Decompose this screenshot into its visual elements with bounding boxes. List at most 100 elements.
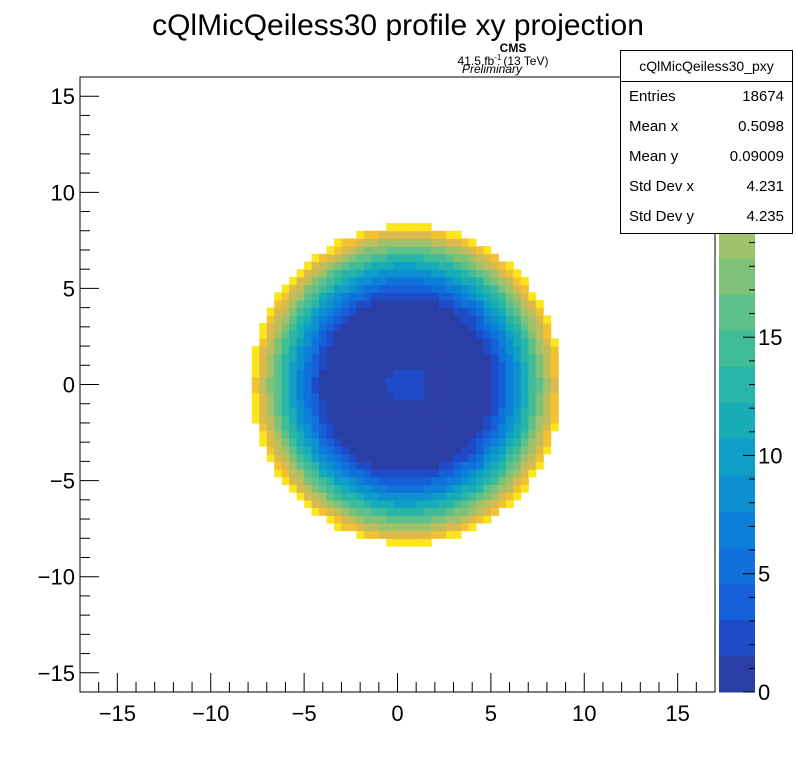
heatmap-cell — [334, 323, 343, 332]
heatmap-cell — [453, 522, 462, 532]
heatmap-cell — [408, 323, 417, 332]
heatmap-cell — [304, 407, 313, 416]
heatmap-cell — [386, 392, 395, 401]
heatmap-cell — [326, 353, 335, 363]
heatmap-cell — [386, 522, 395, 532]
heatmap-cell — [438, 399, 447, 409]
heatmap-cell — [326, 346, 335, 355]
heatmap-cell — [393, 430, 402, 439]
heatmap-cell — [431, 230, 440, 240]
heatmap-cell — [513, 399, 522, 409]
stats-label: Mean x — [629, 118, 679, 135]
heatmap-cell — [423, 330, 432, 339]
heatmap-cell — [461, 507, 470, 516]
heatmap-cell — [386, 499, 395, 509]
heatmap-cell — [326, 461, 335, 470]
heatmap-cell — [408, 392, 417, 401]
heatmap-cell — [378, 269, 387, 278]
heatmap-cell — [356, 353, 365, 363]
heatmap-cell — [378, 476, 387, 486]
heatmap-cell — [289, 461, 298, 470]
heatmap-cell — [378, 315, 387, 324]
heatmap-cell — [490, 299, 499, 309]
heatmap-cell — [408, 292, 417, 301]
heatmap-cell — [453, 246, 462, 255]
heatmap-cell — [446, 292, 455, 301]
heatmap-cell — [438, 330, 447, 339]
heatmap-cell — [423, 392, 432, 401]
heatmap-cell — [438, 230, 447, 240]
heatmap-cell — [490, 261, 499, 270]
heatmap-cell — [513, 299, 522, 309]
heatmap-cell — [371, 530, 380, 539]
palette-swatch — [719, 655, 755, 693]
heatmap-cell — [423, 376, 432, 386]
heatmap-cell — [356, 507, 365, 516]
heatmap-cell — [483, 269, 492, 278]
heatmap-cell — [401, 276, 410, 286]
heatmap-cell — [304, 415, 313, 424]
heatmap-cell — [431, 307, 440, 316]
heatmap-cell — [505, 446, 514, 455]
heatmap-cell — [363, 369, 372, 378]
heatmap-cell — [251, 353, 260, 363]
heatmap-cell — [438, 507, 447, 516]
heatmap-cell — [520, 438, 529, 447]
heatmap-cell — [416, 438, 425, 447]
heatmap-cell — [416, 530, 425, 539]
heatmap-cell — [274, 338, 283, 347]
heatmap-cell — [341, 499, 350, 509]
heatmap-cell — [326, 430, 335, 439]
heatmap-cell — [505, 307, 514, 316]
heatmap-cell — [371, 330, 380, 339]
heatmap-cell — [490, 315, 499, 324]
heatmap-cell — [363, 461, 372, 470]
heatmap-cell — [468, 453, 477, 462]
heatmap-cell — [446, 422, 455, 432]
heatmap-cell — [296, 361, 305, 370]
heatmap-cell — [505, 484, 514, 493]
heatmap-cell — [490, 376, 499, 386]
heatmap-cell — [386, 292, 395, 301]
heatmap-cell — [304, 361, 313, 370]
heatmap-cell — [326, 392, 335, 401]
heatmap-cell — [453, 338, 462, 347]
heatmap-cell — [475, 507, 485, 516]
heatmap-cell — [461, 338, 470, 347]
heatmap-cell — [416, 399, 425, 409]
heatmap-cell — [304, 369, 313, 378]
heatmap-cell — [378, 530, 387, 539]
heatmap-cell — [363, 246, 372, 255]
heatmap-cell — [408, 361, 417, 370]
heatmap-cell — [446, 238, 455, 247]
heatmap-cell — [505, 292, 514, 301]
heatmap-cell — [363, 299, 372, 309]
heatmap-cell — [461, 430, 470, 439]
heatmap-cell — [348, 484, 358, 493]
heatmap-cell — [348, 361, 358, 370]
heatmap-cell — [326, 438, 335, 447]
heatmap-cell — [498, 307, 507, 316]
heatmap-cell — [371, 422, 380, 432]
heatmap-cell — [416, 346, 425, 355]
heatmap-cell — [259, 415, 268, 424]
heatmap-cell — [371, 376, 380, 386]
heatmap-cell — [513, 361, 522, 370]
heatmap-cell — [319, 438, 328, 447]
heatmap-cell — [475, 338, 485, 347]
heatmap-cell — [453, 530, 462, 539]
heatmap-cell — [401, 369, 410, 378]
heatmap-cell — [468, 469, 477, 478]
heatmap-cell — [416, 538, 425, 547]
heatmap-cell — [543, 346, 552, 355]
heatmap-cell — [259, 353, 268, 363]
heatmap-cell — [311, 469, 320, 478]
heatmap-cell — [386, 223, 395, 232]
heatmap-cell — [289, 276, 298, 286]
heatmap-cell — [423, 438, 432, 447]
heatmap-cell — [296, 330, 305, 339]
heatmap-cell — [520, 476, 529, 486]
heatmap-cell — [535, 384, 544, 393]
heatmap-cell — [371, 307, 380, 316]
heatmap-cell — [505, 399, 514, 409]
